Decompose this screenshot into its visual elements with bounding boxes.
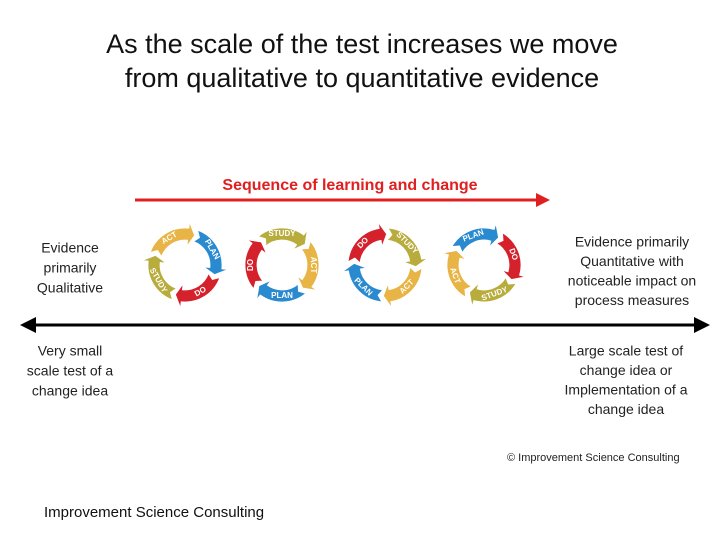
- cycle-segment: [451, 223, 499, 254]
- cycle-segment: [442, 250, 473, 298]
- scale-arrowhead: [694, 317, 710, 333]
- side-text: Implementation of a: [565, 382, 688, 398]
- cycle-segment: [142, 254, 178, 301]
- side-text: Very small: [38, 343, 103, 359]
- cycle-segment: [382, 266, 423, 308]
- side-text: Quantitative with: [580, 253, 684, 269]
- cycle-label: PLAN: [271, 291, 293, 300]
- cycle-label: ACT: [309, 257, 318, 274]
- cycle-segment: [244, 239, 268, 290]
- title-line: from qualitative to quantitative evidenc…: [125, 63, 599, 93]
- cycle-segment: [192, 229, 228, 276]
- cycle-segment: [296, 240, 320, 291]
- side-text: primarily: [44, 260, 97, 276]
- cycle-segment: [149, 222, 196, 258]
- pdsa-cycle: PLAN DO STUDY ACT: [244, 227, 320, 303]
- cycle-segment: [347, 222, 388, 264]
- side-text: process measures: [575, 292, 689, 308]
- side-text: change idea: [32, 383, 109, 399]
- side-text: Evidence: [41, 240, 99, 256]
- cycle-label: DO: [507, 247, 520, 261]
- cycle-segment: [174, 272, 221, 308]
- title-line: As the scale of the test increases we mo…: [106, 29, 618, 59]
- sequence-arrowhead: [536, 193, 550, 207]
- side-text: Qualitative: [37, 280, 103, 296]
- side-text: change idea or: [580, 362, 673, 378]
- scale-arrowhead: [20, 317, 36, 333]
- side-text: noticeable impact on: [568, 273, 696, 289]
- side-text: Evidence primarily: [575, 234, 689, 250]
- cycle-segment: [257, 227, 308, 251]
- cycle-label: STUDY: [268, 229, 296, 238]
- cycle-segment: [386, 227, 428, 268]
- cycle-segment: [495, 232, 526, 280]
- footer: Improvement Science Consulting: [44, 504, 264, 521]
- cycle-segment: [342, 262, 384, 303]
- cycle-segment: [469, 276, 517, 307]
- sequence-label: Sequence of learning and change: [222, 177, 477, 194]
- cycle-label: DO: [246, 259, 255, 271]
- side-text: scale test of a: [27, 363, 114, 379]
- side-text: Large scale test of: [569, 343, 684, 359]
- copyright: © Improvement Science Consulting: [507, 452, 680, 464]
- side-text: change idea: [588, 401, 665, 417]
- cycle-segment: [256, 279, 307, 303]
